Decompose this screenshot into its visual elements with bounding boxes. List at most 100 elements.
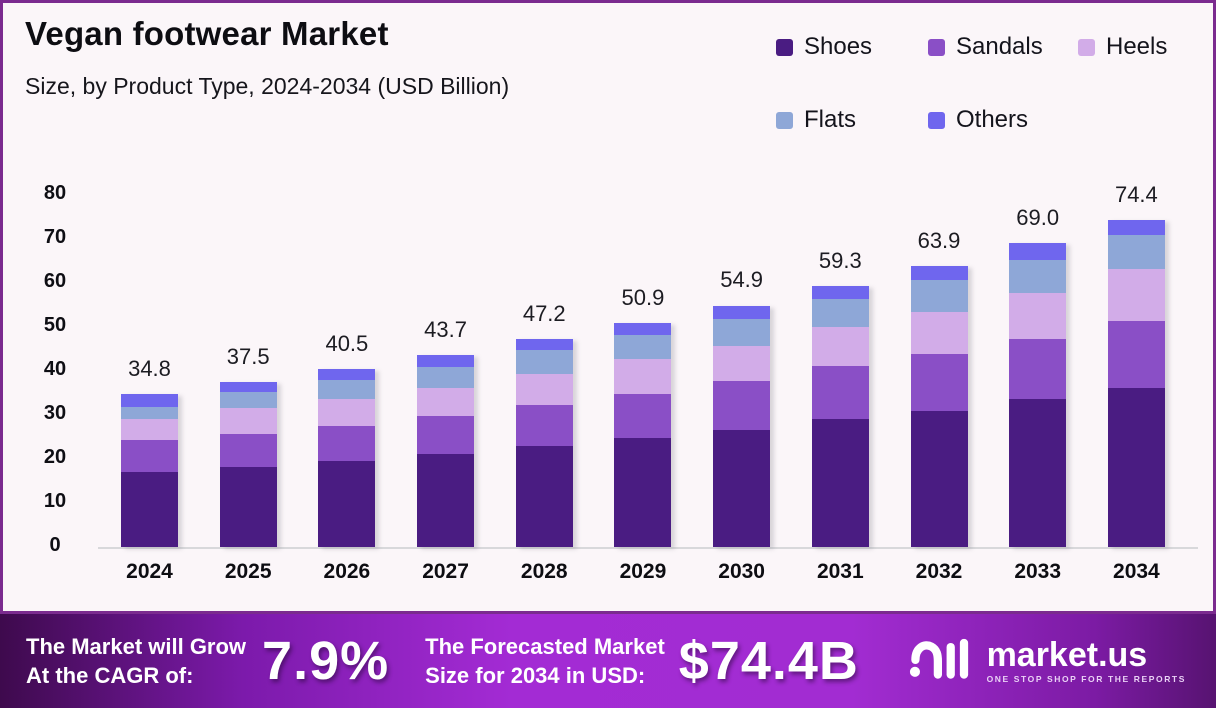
bar-segment-shoes: [417, 453, 475, 547]
bar-total-label: 54.9: [720, 267, 764, 293]
bar-segment-sandals: [219, 433, 277, 467]
legend-item-sandals: Sandals: [928, 33, 1078, 61]
bar-2027: 43.7: [417, 317, 475, 547]
bar-segment-others: [910, 265, 968, 281]
bar-segment-others: [417, 354, 475, 367]
bar-segment-others: [219, 382, 277, 393]
bar-segment-heels: [811, 326, 869, 367]
bar-segment-others: [614, 323, 672, 335]
bar-stack: [417, 354, 475, 547]
legend-swatch-sandals: [928, 38, 945, 56]
bar-stack: [910, 265, 968, 547]
bar-total-label: 63.9: [917, 227, 961, 253]
legend-swatch-heels: [1078, 38, 1095, 56]
bar-segment-shoes: [515, 445, 573, 547]
marketus-logo-icon: [909, 633, 975, 690]
brand-tagline: ONE STOP SHOP FOR THE REPORTS: [986, 673, 1186, 684]
bar-total-label: 43.7: [424, 316, 467, 342]
bar-stack: [121, 393, 178, 547]
x-tick-label-2025: 2025: [224, 560, 272, 583]
bar-segment-sandals: [713, 381, 771, 431]
bar-segment-heels: [318, 398, 376, 426]
brand-text: market.us ONE STOP SHOP FOR THE REPORTS: [986, 635, 1186, 684]
bar-segment-sandals: [417, 416, 475, 454]
bar-segment-flats: [713, 318, 771, 346]
legend-label: Others: [956, 106, 1029, 133]
bar-segment-shoes: [318, 460, 376, 547]
forecast-caption: The Forecasted Market Size for 2034 in U…: [425, 632, 665, 690]
x-tick-label-2031: 2031: [816, 560, 864, 583]
x-tick-label-2032: 2032: [915, 560, 963, 583]
bar-segment-heels: [1009, 292, 1067, 339]
bar-segment-shoes: [713, 430, 771, 547]
y-tick-label: 30: [43, 402, 67, 424]
bar-segment-sandals: [1009, 338, 1067, 400]
y-tick-label: 20: [43, 446, 67, 468]
bar-2032: 63.9: [910, 228, 968, 547]
bar-total-label: 34.8: [128, 355, 171, 381]
x-tick-label-2030: 2030: [718, 560, 765, 583]
y-tick-label: 10: [43, 490, 67, 512]
forecast-caption-line2: Size for 2034 in USD:: [425, 663, 646, 688]
bar-segment-others: [121, 393, 178, 407]
bar-segment-sandals: [121, 439, 178, 473]
bar-segment-flats: [1107, 235, 1165, 270]
bar-segment-others: [1107, 219, 1165, 236]
bar-segment-sandals: [318, 425, 376, 461]
footer-banner: The Market will Grow At the CAGR of: 7.9…: [0, 614, 1216, 708]
bar-segment-flats: [1009, 259, 1067, 293]
y-tick-label: 40: [43, 358, 67, 380]
x-axis-labels: 2024 2025 2026 2027 2028 2029 2030 2031 2032 2033…: [121, 560, 1165, 584]
bar-segment-shoes: [219, 466, 277, 547]
bar-segment-flats: [219, 392, 277, 409]
bar-total-label: 59.3: [818, 248, 862, 274]
cagr-value: 7.9%: [262, 631, 390, 691]
bar-segment-flats: [811, 298, 869, 327]
bar-total-label: 37.5: [226, 344, 270, 369]
bar-total-label: 40.5: [325, 330, 369, 356]
x-tick-label-2027: 2027: [422, 560, 469, 583]
bar-stack: [219, 382, 277, 547]
bar-segment-heels: [910, 312, 968, 355]
cagr-caption-line1: The Market will Grow: [26, 634, 247, 659]
bar-total-label: 69.0: [1016, 205, 1060, 231]
bar-2030: 54.9: [713, 267, 771, 547]
bar-segment-others: [515, 339, 573, 351]
bar-segment-heels: [1107, 269, 1165, 321]
legend-swatch-shoes: [776, 38, 793, 56]
legend: Shoes Sandals Heels Flats Others: [776, 33, 1167, 134]
x-tick-label-2033: 2033: [1014, 560, 1062, 583]
bar-segment-heels: [417, 388, 475, 417]
cagr-caption: The Market will Grow At the CAGR of:: [26, 632, 246, 690]
bar-stack: [713, 305, 771, 547]
bar-segment-sandals: [1107, 320, 1165, 388]
y-tick-label: 60: [43, 270, 67, 292]
bar-segment-shoes: [1107, 387, 1165, 547]
bar-2026: 40.5: [318, 331, 376, 547]
bar-segment-shoes: [1009, 399, 1067, 547]
bar-stack: [1107, 219, 1165, 547]
x-axis-line: [98, 547, 1198, 549]
legend-item-heels: Heels: [1078, 33, 1167, 61]
plot-area: 34.8 37.5 40.5 43.7 47.2 50.9 54.9 59.3 63.9 69.0…: [121, 3, 1165, 547]
bar-segment-shoes: [121, 472, 178, 547]
page-title: Vegan footwear Market: [25, 15, 389, 52]
legend-swatch-others: [928, 111, 945, 129]
bar-segment-others: [811, 286, 869, 299]
bar-segment-sandals: [910, 354, 968, 411]
bar-segment-heels: [219, 408, 277, 434]
bar-segment-flats: [318, 379, 376, 399]
y-tick-label: 0: [49, 534, 61, 556]
bar-segment-flats: [417, 366, 475, 389]
bar-segment-heels: [121, 418, 178, 440]
bar-stack: [515, 339, 573, 547]
bar-segment-shoes: [614, 437, 672, 547]
bar-stack: [1009, 243, 1067, 547]
bar-2031: 59.3: [811, 248, 869, 547]
brand-name: market.us: [986, 635, 1148, 674]
bar-segment-shoes: [910, 410, 968, 547]
brand: market.us ONE STOP SHOP FOR THE REPORTS: [909, 633, 1190, 690]
bar-segment-heels: [614, 358, 672, 394]
bar-stack: [318, 368, 376, 547]
